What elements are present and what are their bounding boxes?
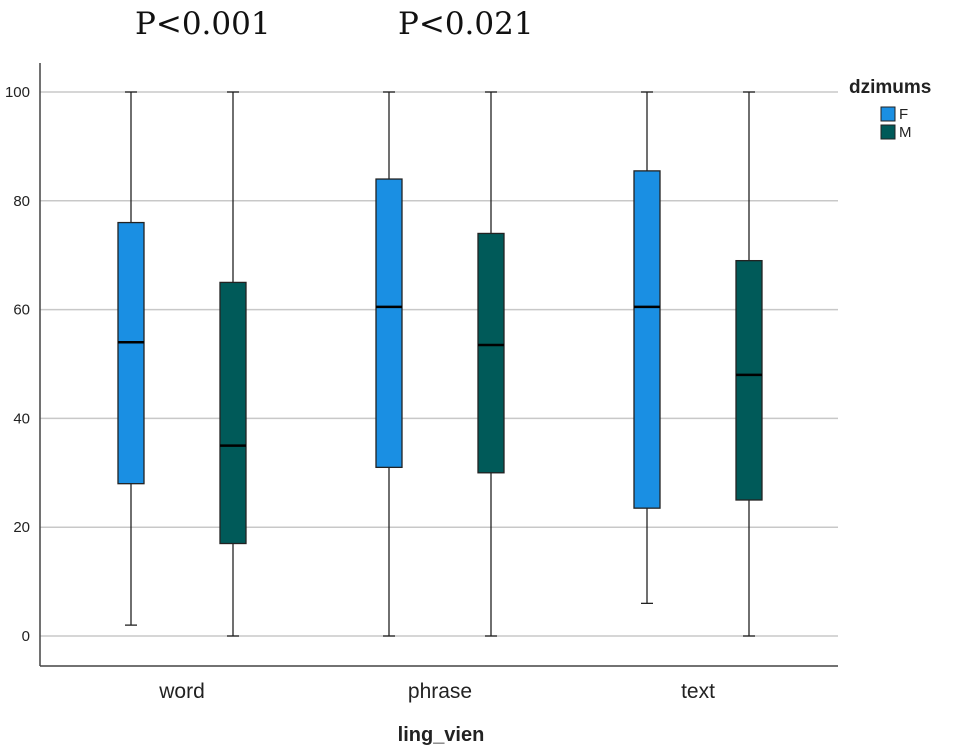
plot-area: 0 20 40 60 80 100 word phrase text (5, 63, 838, 703)
y-tick-label-60: 60 (13, 302, 30, 319)
box-word-F-iqr (117, 221, 145, 485)
legend: dzimums FM (849, 77, 931, 141)
legend-swatch-F (880, 106, 896, 122)
p-value-annotation-2: P<0.021 (398, 6, 534, 42)
box-word-F (117, 91, 145, 626)
box-phrase-M (477, 91, 505, 637)
y-tick-label-100: 100 (5, 84, 30, 101)
box-phrase-M-iqr (477, 232, 505, 474)
x-tick-label-word: word (158, 680, 205, 703)
box-text-M-iqr (735, 259, 763, 501)
y-tick-label-80: 80 (13, 193, 30, 210)
box-phrase-F-iqr (375, 178, 403, 469)
box-text-F-iqr (633, 170, 661, 509)
legend-label-M: M (899, 124, 912, 141)
x-tick-label-text: text (681, 680, 715, 703)
box-phrase-F (375, 91, 403, 637)
box-text-M (735, 91, 763, 637)
y-tick-label-40: 40 (13, 410, 30, 427)
y-tick-label-20: 20 (13, 519, 30, 536)
x-tick-label-phrase: phrase (408, 680, 472, 703)
x-axis-label: ling_vien (398, 724, 485, 746)
y-tick-label-0: 0 (22, 628, 30, 645)
legend-title: dzimums (849, 77, 931, 98)
legend-label-F: F (899, 106, 908, 123)
box-text-F (633, 91, 661, 605)
p-value-annotation-1: P<0.001 (135, 6, 271, 42)
legend-swatch-M (880, 124, 896, 140)
box-word-M (219, 91, 247, 637)
box-word-M-iqr (219, 281, 247, 545)
